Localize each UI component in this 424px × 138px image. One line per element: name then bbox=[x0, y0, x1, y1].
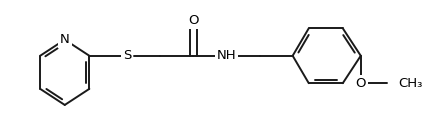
Text: O: O bbox=[355, 77, 366, 90]
Text: O: O bbox=[188, 14, 198, 27]
Text: NH: NH bbox=[217, 49, 236, 62]
Text: CH₃: CH₃ bbox=[399, 77, 423, 90]
Text: S: S bbox=[123, 49, 131, 62]
Text: N: N bbox=[60, 33, 70, 46]
